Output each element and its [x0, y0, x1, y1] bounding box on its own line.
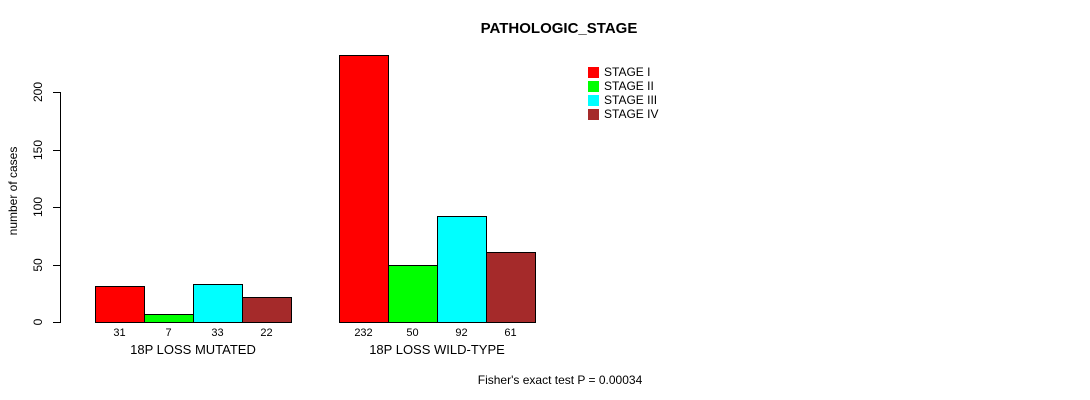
bar-stage-iii [437, 216, 487, 323]
y-tick-mark [53, 150, 61, 151]
y-tick-mark [53, 322, 61, 323]
bar-stage-i [339, 55, 389, 323]
legend-row-stage-1: STAGE I [588, 66, 658, 79]
chart-title: PATHOLOGIC_STAGE [480, 20, 638, 37]
bar-value-label: 7 [165, 327, 172, 339]
legend-swatch-stage-4 [588, 109, 599, 120]
y-tick-label: 100 [31, 196, 45, 218]
legend-row-stage-2: STAGE II [588, 80, 658, 93]
legend-row-stage-3: STAGE III [588, 94, 658, 107]
legend-row-stage-4: STAGE IV [588, 108, 658, 121]
y-tick-label: 50 [31, 258, 45, 272]
y-tick-label: 0 [31, 318, 45, 326]
y-tick-mark [53, 265, 61, 266]
legend: STAGE I STAGE II STAGE III STAGE IV [588, 66, 658, 122]
legend-label-stage-3: STAGE III [604, 93, 658, 107]
legend-swatch-stage-3 [588, 95, 599, 106]
y-tick-label: 200 [31, 81, 45, 103]
bar-stage-ii [388, 265, 438, 323]
y-tick-mark [53, 92, 61, 93]
y-tick-mark [53, 207, 61, 208]
legend-swatch-stage-2 [588, 81, 599, 92]
bar-stage-i [95, 286, 145, 323]
bar-stage-iv [486, 252, 536, 323]
bar-value-label: 50 [406, 327, 419, 339]
group-label-mutated: 18P LOSS MUTATED [130, 342, 256, 357]
bar-value-label: 92 [455, 327, 468, 339]
legend-swatch-stage-1 [588, 67, 599, 78]
group-label-wild-type: 18P LOSS WILD-TYPE [369, 342, 505, 357]
fisher-test-note: Fisher's exact test P = 0.00034 [477, 373, 643, 387]
bar-value-label: 33 [211, 327, 224, 339]
legend-label-stage-2: STAGE II [604, 79, 654, 93]
bar-stage-ii [144, 314, 194, 323]
legend-label-stage-4: STAGE IV [604, 107, 659, 121]
bar-stage-iii [193, 284, 243, 323]
bar-value-label: 31 [113, 327, 126, 339]
bar-value-label: 61 [504, 327, 517, 339]
legend-label-stage-1: STAGE I [604, 65, 651, 79]
y-tick-label: 150 [31, 139, 45, 161]
bar-stage-iv [242, 297, 292, 323]
bar-value-label: 22 [260, 327, 273, 339]
bar-value-label: 232 [354, 327, 373, 339]
